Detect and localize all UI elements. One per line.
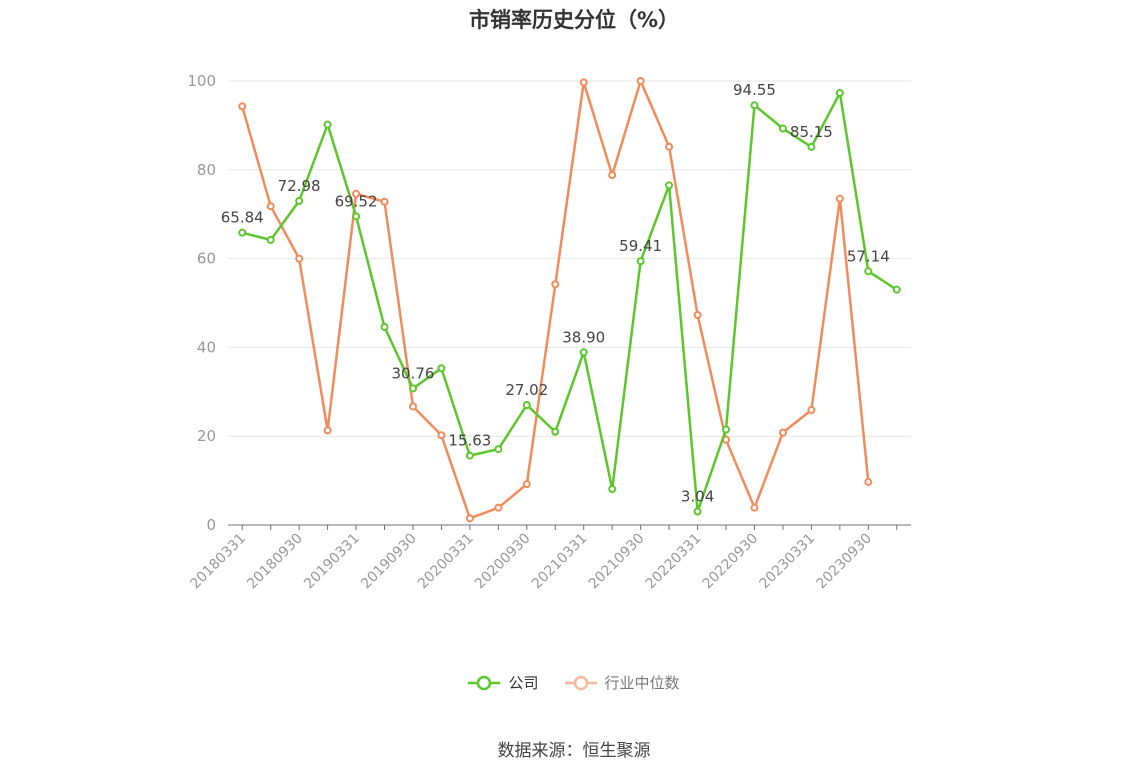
legend-item-industry-median[interactable]: 行业中位数 [564, 672, 680, 693]
chart-title: 市销率历史分位（%） [468, 8, 680, 32]
data-point-company [693, 507, 702, 516]
data-point-company [608, 485, 617, 494]
data-point-industry-median [750, 503, 759, 512]
data-point-industry-median [864, 477, 873, 486]
data-point-industry-median [807, 406, 816, 415]
data-point-company [238, 228, 247, 237]
data-point-industry-median [665, 142, 674, 151]
data-label: 69.52 [335, 192, 378, 210]
x-tick-label: 20230331 [757, 531, 819, 593]
data-label: 59.41 [619, 237, 662, 255]
data-point-industry-median [437, 431, 446, 440]
data-label: 3.04 [681, 488, 714, 506]
data-point-company [408, 384, 417, 393]
data-label: 27.02 [505, 381, 548, 399]
data-point-company [522, 401, 531, 410]
data-point-company [864, 267, 873, 276]
y-tick-label: 40 [197, 338, 216, 356]
data-point-company [295, 196, 304, 205]
x-tick-label: 20190331 [301, 531, 363, 593]
data-point-industry-median [238, 102, 247, 111]
data-point-industry-median [352, 189, 361, 198]
data-point-industry-median [636, 77, 645, 85]
y-tick-label: 100 [187, 72, 216, 90]
x-tick-label: 20230930 [813, 531, 875, 593]
y-tick-label: 80 [197, 161, 216, 179]
data-point-company [835, 88, 844, 97]
data-label: 38.90 [562, 328, 605, 346]
data-point-company [352, 212, 361, 221]
x-tick-label: 20210331 [529, 531, 591, 593]
data-point-industry-median [494, 503, 503, 512]
data-point-industry-median [835, 194, 844, 203]
data-point-company [722, 425, 731, 434]
x-tick-label: 20180930 [244, 531, 306, 593]
data-point-company [323, 120, 332, 129]
data-point-company [778, 124, 787, 133]
series-line-company [241, 91, 898, 513]
x-tick-label: 20210930 [586, 531, 648, 593]
data-point-industry-median [579, 78, 588, 87]
line-chart: 0 20 40 60 80 100 2018033120180930201903312019… [187, 72, 911, 593]
legend-label-company: 公司 [508, 674, 539, 692]
data-source: 数据来源：恒生聚源 [497, 741, 651, 761]
data-point-industry-median [408, 402, 417, 411]
data-point-industry-median [693, 310, 702, 319]
data-label: 65.84 [221, 209, 264, 227]
x-tick-label: 20200930 [472, 531, 534, 593]
legend-industry-marker-icon [564, 675, 597, 690]
data-point-industry-median [323, 426, 332, 435]
data-point-industry-median [551, 280, 560, 289]
data-point-company [465, 451, 474, 460]
data-point-company [437, 364, 446, 373]
data-point-company [494, 445, 503, 454]
data-point-company [579, 348, 588, 357]
data-label: 72.98 [278, 177, 321, 195]
series-layer [238, 77, 901, 523]
x-tick-label: 20220930 [700, 531, 762, 593]
data-label: 57.14 [847, 247, 890, 265]
data-point-company [665, 181, 674, 190]
legend-company-marker-icon [468, 675, 501, 690]
data-point-company [750, 101, 759, 110]
y-tick-label: 0 [206, 516, 216, 534]
series-line-industry-median [240, 79, 870, 520]
data-labels: 65.84 72.98 69.52 30.76 15.63 27.02 38.90 59.41… [221, 81, 890, 505]
data-label: 85.15 [790, 123, 833, 141]
data-point-company [551, 427, 560, 436]
data-point-industry-median [295, 254, 304, 263]
data-point-company [892, 285, 901, 294]
data-point-industry-median [465, 514, 474, 523]
data-point-company [266, 235, 275, 244]
data-point-industry-median [522, 480, 531, 489]
x-tick-label: 20220331 [643, 531, 705, 593]
data-label: 30.76 [392, 364, 435, 382]
data-label: 15.63 [448, 432, 491, 450]
data-point-company [807, 142, 816, 151]
x-tick-label: 20180331 [187, 531, 249, 593]
x-tick-label: 20200331 [415, 531, 477, 593]
data-point-industry-median [778, 428, 787, 437]
data-point-industry-median [380, 197, 389, 206]
data-point-company [636, 257, 645, 266]
data-point-company [380, 322, 389, 331]
legend: 公司 行业中位数 [0, 672, 1148, 693]
data-point-industry-median [608, 171, 617, 180]
data-label: 94.55 [733, 81, 776, 99]
legend-label-industry-median: 行业中位数 [604, 674, 680, 692]
legend-item-company[interactable]: 公司 [468, 672, 539, 693]
y-tick-label: 60 [197, 250, 216, 268]
x-tick-label: 20190930 [358, 531, 420, 593]
y-tick-label: 20 [197, 427, 216, 445]
data-point-industry-median [266, 202, 275, 211]
